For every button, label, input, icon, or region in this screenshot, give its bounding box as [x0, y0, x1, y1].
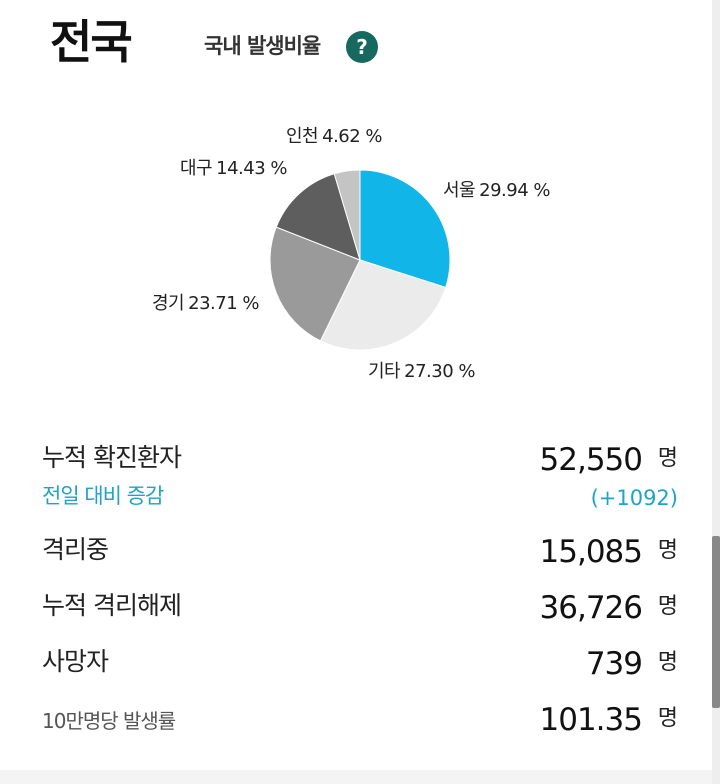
stat-row-confirmed: 누적 확진환자 52,550 명: [42, 430, 678, 480]
stats-card: 전국 국내 발생비율 ? 서울 29.94 % 기타 27.30 % 경기 23.71…: [0, 0, 712, 770]
stat-unit: 명: [657, 446, 678, 471]
pie-label-name: 인천: [286, 126, 319, 147]
card-header: 전국 국내 발생비율 ?: [0, 0, 712, 80]
pie-label-value: 27.30 %: [404, 361, 475, 382]
stat-value: 36,726: [539, 590, 643, 626]
help-button[interactable]: ?: [346, 31, 378, 63]
stat-row-rate: 10만명당 발생률 101.35 명: [42, 690, 678, 740]
diff-label: 전일 대비 증감: [42, 484, 164, 508]
stat-row-diff: 전일 대비 증감 (+1092): [42, 476, 678, 518]
diff-value: (+1092): [590, 486, 678, 510]
stat-unit: 명: [657, 538, 678, 563]
pie-slice-3: [275, 173, 361, 261]
stat-label: 누적 확진환자: [42, 443, 182, 472]
stat-unit: 명: [657, 594, 678, 619]
pie-label-name: 대구: [180, 158, 213, 179]
scrollbar-track[interactable]: [712, 0, 720, 784]
pie-chart: 서울 29.94 % 기타 27.30 % 경기 23.71 % 대구 14.43 % …: [0, 100, 712, 400]
pie-slice-0: [359, 169, 451, 289]
pie-label-value: 4.62 %: [322, 126, 383, 147]
stat-label: 10만명당 발생률: [42, 709, 176, 733]
stat-value: 15,085: [539, 534, 643, 570]
pie-label-value: 29.94 %: [479, 180, 550, 201]
pie-label-daegu: 대구 14.43 %: [180, 154, 287, 180]
stat-value: 101.35: [539, 702, 643, 738]
pie-label-seoul: 서울 29.94 %: [443, 176, 550, 202]
stat-label: 누적 격리해제: [42, 591, 182, 620]
stat-value: 739: [585, 646, 643, 682]
stat-row-deaths: 사망자 739 명: [42, 634, 678, 684]
scrollbar-thumb[interactable]: [712, 536, 720, 708]
stat-row-isolated: 격리중 15,085 명: [42, 522, 678, 572]
pie-label-gyeonggi: 경기 23.71 %: [152, 289, 259, 315]
pie-slice-2: [269, 226, 361, 342]
pie-label-other: 기타 27.30 %: [368, 357, 475, 383]
stat-label: 사망자: [42, 647, 109, 676]
pie-label-incheon: 인천 4.62 %: [286, 122, 383, 148]
stat-value: 52,550: [539, 442, 643, 478]
stat-row-released: 누적 격리해제 36,726 명: [42, 578, 678, 628]
stat-unit: 명: [657, 706, 678, 731]
pie-slice-4: [333, 169, 361, 261]
pie-label-name: 경기: [152, 293, 185, 314]
pie-slice-1: [319, 259, 447, 351]
pie-label-value: 14.43 %: [216, 158, 287, 179]
pie-label-value: 23.71 %: [188, 293, 259, 314]
pie-chart-svg: [269, 169, 451, 351]
stat-unit: 명: [657, 650, 678, 675]
stat-label: 격리중: [42, 535, 109, 564]
region-title: 전국: [50, 15, 133, 69]
pie-label-name: 서울: [443, 180, 476, 201]
pie-label-name: 기타: [368, 361, 401, 382]
question-mark-icon: ?: [356, 35, 368, 59]
chart-subtitle: 국내 발생비율: [204, 34, 321, 58]
